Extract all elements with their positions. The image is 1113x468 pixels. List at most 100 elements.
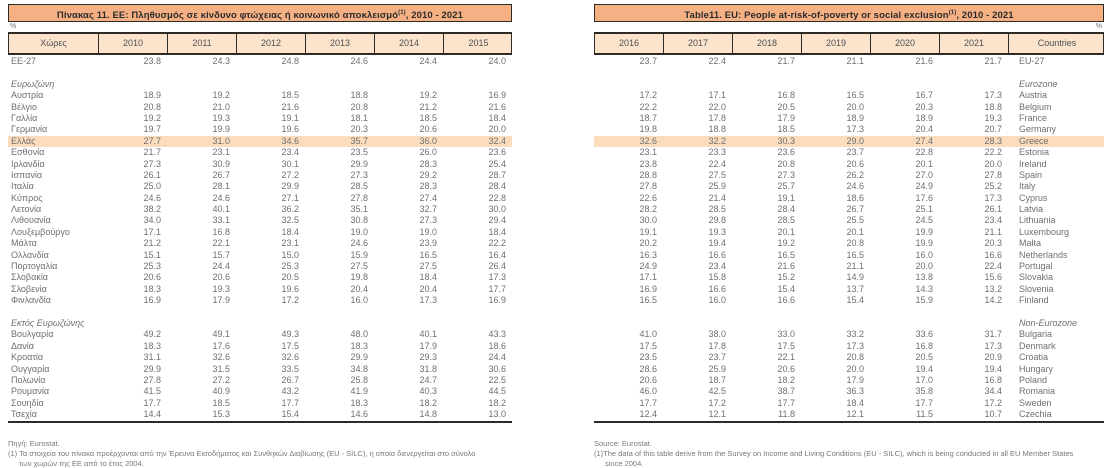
value-cell: 18.3 — [350, 397, 368, 408]
value-cell: 18.4 — [488, 112, 506, 123]
value-cell: 15.2 — [777, 272, 795, 283]
country-name: Ireland — [1019, 158, 1047, 169]
value-cell: 28.3 — [984, 135, 1002, 146]
value-cell: 25.7 — [777, 181, 795, 192]
value-cell: 16.9 — [143, 295, 161, 306]
value-cell: 18.4 — [488, 226, 506, 237]
country-name: Αυστρία — [11, 90, 44, 101]
value-cell: 26.2 — [846, 169, 864, 180]
value-cell — [732, 318, 801, 329]
value-cell: 21.1 — [984, 226, 1002, 237]
value-cell: 21.7 — [143, 147, 161, 158]
value-cell: 14.9 — [846, 272, 864, 283]
value-cell: 20.1 — [915, 158, 933, 169]
value-cell: 23.1 — [212, 147, 230, 158]
section-row: Eurozone — [594, 79, 1104, 90]
value-cell: 27.8 — [639, 181, 657, 192]
value-cell: 20.5 — [777, 101, 795, 112]
value-cell: 20.3 — [350, 124, 368, 135]
value-cell: 33.0 — [777, 329, 795, 340]
value-cell: 19.4 — [915, 363, 933, 374]
value-cell: 20.1 — [777, 226, 795, 237]
spacer-row — [8, 67, 512, 78]
value-cell: 18.5 — [777, 124, 795, 135]
country-name: Κροατία — [11, 352, 44, 363]
value-cell: 27.3 — [777, 169, 795, 180]
value-cell: 20.8 — [777, 158, 795, 169]
value-cell: 24.4 — [488, 352, 506, 363]
value-cell: 21.7 — [984, 56, 1002, 66]
value-cell: 30.0 — [488, 204, 506, 215]
value-cell — [305, 318, 374, 329]
year-header: 2014 — [375, 34, 444, 53]
section-row: Ευρωζώνη — [8, 79, 512, 90]
table-row: 23.7 22.4 21.7 21.1 21.6 21.7 EU-27 — [594, 56, 1104, 67]
value-cell: 16.5 — [846, 90, 864, 101]
column-header-row-english: 2016 2017 2018 2019 2020 2021 Countries — [594, 32, 1104, 55]
year-header: 2015 — [468, 38, 489, 48]
value-cell: 16.9 — [488, 295, 506, 306]
value-cell: 24.6 — [350, 56, 368, 66]
value-cell — [870, 79, 939, 90]
value-cell: 16.8 — [984, 374, 1002, 385]
value-cell: 17.9 — [212, 295, 230, 306]
value-cell: 32.6 — [639, 135, 657, 146]
footnote-text: (1) Τα στοιχεία του πίνακα προέρχονται α… — [8, 449, 476, 458]
value-cell: 16.0 — [350, 295, 368, 306]
table-body-english: 23.7 22.4 21.7 21.1 21.6 21.7 EU-27 Eurozone 17.… — [594, 55, 1104, 423]
footnote-text: των χωρών της ΕΕ από το έτος 2004. — [19, 458, 144, 468]
country-name: Σλοβενία — [11, 283, 47, 294]
value-cell: 17.6 — [915, 192, 933, 203]
country-name: Πολωνία — [11, 374, 46, 385]
value-cell: 17.9 — [777, 112, 795, 123]
value-cell: 20.2 — [639, 238, 657, 249]
value-cell: 19.7 — [143, 124, 161, 135]
value-cell: 19.2 — [212, 90, 230, 101]
value-cell: 15.4 — [281, 409, 299, 420]
table-row: Τσεχία 14.4 15.3 15.4 14.6 14.8 13.0 — [8, 409, 512, 420]
table-row: Βουλγαρία 49.2 49.1 49.3 48.0 40.1 43.3 — [8, 329, 512, 340]
table-row: Λετονία 38.2 40.1 36.2 35.1 32.7 30.0 — [8, 204, 512, 215]
table-row: 28.2 28.5 28.4 26.7 25.1 26.1 Latvia — [594, 204, 1104, 215]
table-row: Δανία 18.3 17.6 17.5 18.3 17.9 18.6 — [8, 341, 512, 352]
country-name: Τσεχία — [11, 409, 38, 420]
footnotes-english: Source: Eurostat. (1)The data of this ta… — [594, 439, 1104, 468]
spacer-row — [594, 307, 1104, 318]
year-header: 2020 — [871, 34, 940, 53]
value-cell: 21.6 — [915, 56, 933, 66]
value-cell: 27.0 — [915, 169, 933, 180]
year-header: 2010 — [99, 34, 168, 53]
value-cell: 20.5 — [281, 272, 299, 283]
value-cell: 24.7 — [419, 374, 437, 385]
value-cell: 16.8 — [212, 226, 230, 237]
value-cell — [98, 318, 167, 329]
value-cell: 17.1 — [708, 90, 726, 101]
country-name: Slovakia — [1019, 272, 1054, 283]
value-cell: 24.9 — [915, 181, 933, 192]
value-cell: 16.5 — [846, 249, 864, 260]
value-cell: 18.9 — [846, 112, 864, 123]
country-name: Γαλλία — [11, 112, 38, 123]
value-cell: 15.6 — [984, 272, 1002, 283]
value-cell: 23.4 — [984, 215, 1002, 226]
value-cell: 14.2 — [984, 295, 1002, 306]
value-cell: 18.7 — [708, 374, 726, 385]
value-cell: 18.3 — [143, 340, 161, 351]
value-cell: 20.1 — [846, 226, 864, 237]
country-name: Slovenia — [1019, 283, 1054, 294]
value-cell: 26.7 — [281, 374, 299, 385]
value-cell: 18.5 — [281, 90, 299, 101]
value-cell — [594, 318, 663, 329]
value-cell: 19.8 — [639, 124, 657, 135]
value-cell: 25.8 — [350, 374, 368, 385]
value-cell: 28.3 — [419, 181, 437, 192]
value-cell: 30.0 — [639, 215, 657, 226]
value-cell: 32.6 — [212, 352, 230, 363]
value-cell: 41.9 — [350, 386, 368, 397]
value-cell: 22.5 — [488, 374, 506, 385]
value-cell: 31.7 — [984, 329, 1002, 340]
value-cell: 17.2 — [984, 397, 1002, 408]
value-cell: 19.0 — [350, 226, 368, 237]
value-cell — [939, 318, 1008, 329]
value-cell: 21.1 — [846, 261, 864, 272]
